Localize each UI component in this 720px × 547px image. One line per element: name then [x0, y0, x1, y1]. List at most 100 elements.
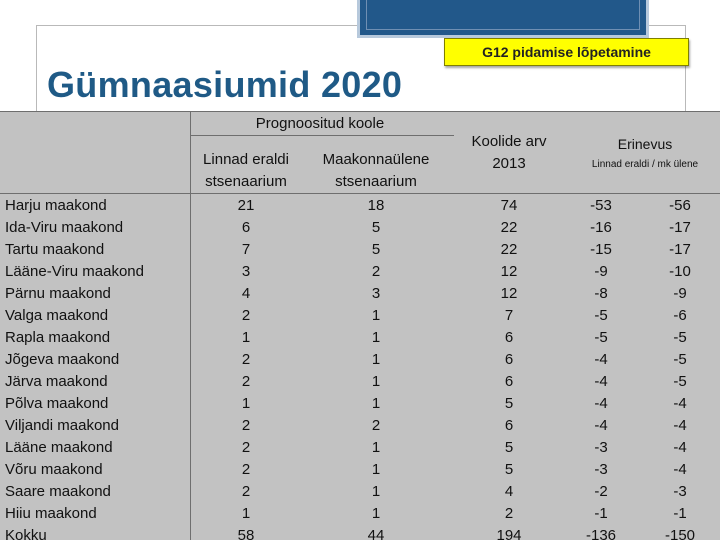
header-maakonnaulene: Maakonnaülene stsenaarium: [302, 149, 450, 193]
header-koolide-line1: Koolide arv: [471, 133, 547, 150]
decorative-blue-block: [357, 0, 649, 38]
table-row: Jõgeva maakond 2 1 6 -4 -5: [0, 349, 720, 371]
diff-mk-value: -17: [669, 219, 691, 236]
county-name: Järva maakond: [5, 373, 108, 390]
table-row-total: Kokku 58 44 194 -136 -150: [0, 525, 720, 547]
table-row: Põlva maakond 1 1 5 -4 -4: [0, 393, 720, 415]
linnad-value: 6: [241, 219, 251, 236]
linnad-value: 2: [241, 351, 251, 368]
diff-linnad-value: -16: [590, 219, 612, 236]
county-name: Saare maakond: [5, 483, 111, 500]
table-row: Valga maakond 2 1 7 -5 -6: [0, 305, 720, 327]
linnad-value: 58: [237, 527, 255, 544]
linnad-value: 2: [241, 417, 251, 434]
diff-mk-value: -5: [673, 329, 687, 346]
koolid-value: 5: [504, 439, 514, 456]
diff-linnad-value: -5: [594, 329, 608, 346]
county-name: Tartu maakond: [5, 241, 105, 258]
table-row: Võru maakond 2 1 5 -3 -4: [0, 459, 720, 481]
diff-mk-value: -5: [673, 373, 687, 390]
county-name: Põlva maakond: [5, 395, 109, 412]
column-divider: [190, 111, 191, 540]
county-name: Pärnu maakond: [5, 285, 111, 302]
linnad-value: 3: [241, 263, 251, 280]
koolid-value: 6: [504, 329, 514, 346]
maakond-value: 1: [371, 351, 381, 368]
diff-mk-value: -1: [673, 505, 687, 522]
koolid-value: 4: [504, 483, 514, 500]
county-name: Hiiu maakond: [5, 505, 97, 522]
table-row: Lääne maakond 2 1 5 -3 -4: [0, 437, 720, 459]
table-row: Ida-Viru maakond 6 5 22 -16 -17: [0, 217, 720, 239]
table-top-border: [0, 111, 720, 112]
table-row: Pärnu maakond 4 3 12 -8 -9: [0, 283, 720, 305]
linnad-value: 1: [241, 329, 251, 346]
linnad-value: 1: [241, 505, 251, 522]
table-row: Tartu maakond 7 5 22 -15 -17: [0, 239, 720, 261]
maakond-value: 1: [371, 439, 381, 456]
maakond-value: 2: [371, 417, 381, 434]
schools-table: Prognoositud koole Linnad eraldi stsenaa…: [0, 111, 720, 544]
table-row: Harju maakond 21 18 74 -53 -56: [0, 195, 720, 217]
maakond-value: 44: [367, 527, 385, 544]
koolid-value: 74: [500, 197, 518, 214]
header-bottom-rule: [0, 193, 720, 194]
header-koolide-arv: Koolide arv 2013: [456, 131, 562, 175]
linnad-value: 21: [237, 197, 255, 214]
maakond-value: 1: [371, 461, 381, 478]
koolid-value: 2: [504, 505, 514, 522]
diff-mk-value: -4: [673, 439, 687, 456]
highlight-badge: G12 pidamise lõpetamine: [444, 38, 689, 66]
diff-linnad-value: -136: [585, 527, 617, 544]
diff-linnad-value: -9: [594, 263, 608, 280]
diff-mk-value: -17: [669, 241, 691, 258]
diff-mk-value: -56: [669, 197, 691, 214]
county-name: Lääne maakond: [5, 439, 113, 456]
maakond-value: 3: [371, 285, 381, 302]
maakond-value: 1: [371, 373, 381, 390]
county-name: Võru maakond: [5, 461, 103, 478]
koolid-value: 22: [500, 241, 518, 258]
diff-mk-value: -9: [673, 285, 687, 302]
koolid-value: 22: [500, 219, 518, 236]
diff-linnad-value: -3: [594, 439, 608, 456]
koolid-value: 6: [504, 351, 514, 368]
diff-mk-value: -150: [664, 527, 696, 544]
linnad-value: 2: [241, 461, 251, 478]
diff-mk-value: -10: [669, 263, 691, 280]
maakond-value: 5: [371, 241, 381, 258]
maakond-value: 1: [371, 483, 381, 500]
county-name: Valga maakond: [5, 307, 109, 324]
diff-linnad-value: -15: [590, 241, 612, 258]
maakond-value: 1: [371, 307, 381, 324]
linnad-value: 2: [241, 439, 251, 456]
koolid-value: 5: [504, 395, 514, 412]
county-name: Kokku: [5, 527, 47, 544]
header-maakond-line1: Maakonnaülene: [322, 151, 430, 168]
koolid-value: 12: [500, 285, 518, 302]
table-row: Hiiu maakond 1 1 2 -1 -1: [0, 503, 720, 525]
koolid-value: 6: [504, 373, 514, 390]
maakond-value: 1: [371, 505, 381, 522]
diff-mk-value: -5: [673, 351, 687, 368]
county-name: Lääne-Viru maakond: [5, 263, 144, 280]
header-rule: [190, 135, 454, 136]
diff-linnad-value: -2: [594, 483, 608, 500]
diff-mk-value: -3: [673, 483, 687, 500]
koolid-value: 7: [504, 307, 514, 324]
county-name: Ida-Viru maakond: [5, 219, 124, 236]
linnad-value: 1: [241, 395, 251, 412]
table-row: Rapla maakond 1 1 6 -5 -5: [0, 327, 720, 349]
header-erinevus: Erinevus: [617, 136, 673, 152]
maakond-value: 2: [371, 263, 381, 280]
linnad-value: 2: [241, 483, 251, 500]
diff-linnad-value: -1: [594, 505, 608, 522]
linnad-value: 7: [241, 241, 251, 258]
table-row: Viljandi maakond 2 2 6 -4 -4: [0, 415, 720, 437]
diff-linnad-value: -4: [594, 351, 608, 368]
linnad-value: 4: [241, 285, 251, 302]
header-linnad-line1: Linnad eraldi: [203, 151, 289, 168]
diff-mk-value: -6: [673, 307, 687, 324]
county-name: Jõgeva maakond: [5, 351, 120, 368]
header-prognoositud: Prognoositud koole: [255, 115, 385, 132]
